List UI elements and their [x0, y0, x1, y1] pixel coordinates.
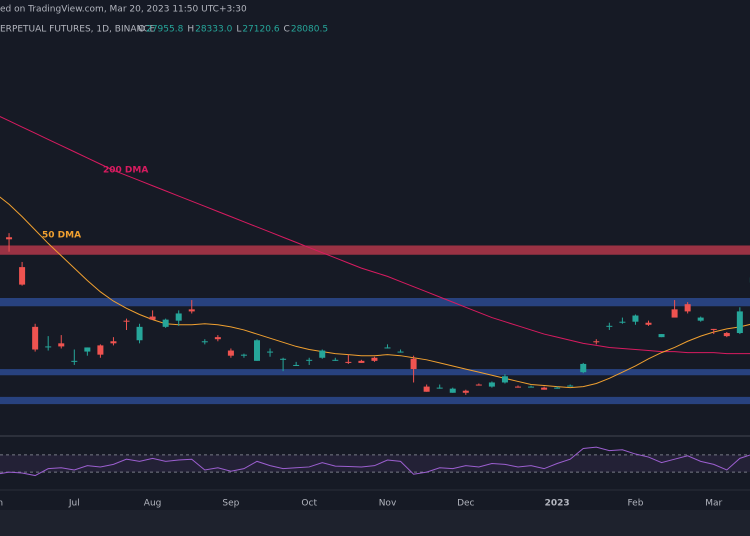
candle-body [593, 341, 600, 343]
candle-body [306, 359, 313, 361]
candle-body [97, 345, 104, 355]
ohlc-value: 28333.0 [195, 25, 232, 35]
candle-body [293, 364, 300, 366]
candle-body [19, 267, 26, 285]
candle-body [541, 387, 548, 390]
x-tick-label: 2023 [545, 499, 570, 509]
x-tick-label: Jul [68, 499, 80, 509]
ohlc-label: H [187, 25, 194, 35]
candle-body [658, 334, 665, 338]
candle-body [332, 359, 339, 361]
candle-body [671, 309, 678, 318]
candle-body [371, 357, 378, 361]
candle-body [345, 361, 352, 363]
price-zone [0, 245, 750, 255]
symbol-text: ERPETUAL FUTURES, 1D, BINANCE [0, 25, 156, 35]
moving-average [0, 196, 750, 389]
candle-body [710, 328, 717, 330]
candle-body [645, 322, 652, 325]
price-zone [0, 369, 750, 376]
candle-body [201, 341, 208, 343]
candle-body [410, 358, 417, 370]
candle-body [267, 351, 274, 353]
x-tick-label: Feb [627, 499, 643, 509]
ohlc-value: 28080.5 [291, 25, 328, 35]
candle-body [619, 321, 626, 323]
candle-body [423, 386, 430, 392]
candle-body [149, 316, 156, 320]
x-tick-label: Aug [144, 499, 162, 509]
candle-body [214, 337, 221, 340]
candle-body [462, 390, 469, 393]
line-label: 50 DMA [42, 231, 81, 241]
candle-body [554, 387, 561, 389]
candle-body [240, 354, 247, 356]
candle-body [475, 384, 482, 386]
candle-body [528, 386, 535, 388]
candle-body [6, 237, 13, 240]
candle-body [136, 326, 143, 341]
candle-body [280, 358, 287, 360]
candle-body [123, 320, 130, 322]
rsi-band-fill [0, 454, 750, 473]
candle-body [45, 346, 52, 348]
candle-body [58, 343, 65, 347]
candle-body [684, 304, 691, 312]
candle-body [449, 388, 456, 393]
ohlc-value: 27955.8 [146, 25, 183, 35]
candle-body [188, 309, 195, 312]
ohlc-label: L [236, 25, 241, 35]
rsi-line [0, 446, 750, 477]
line-label: 200 DMA [103, 166, 148, 176]
ohlc-label: O [138, 25, 145, 35]
candle-body [32, 326, 39, 350]
candle-body [384, 347, 391, 349]
candle-body [319, 350, 326, 358]
candle-body [254, 340, 260, 361]
candle-body [175, 313, 182, 321]
candle-body [84, 347, 91, 352]
candle-body [488, 382, 495, 387]
moving-average [0, 116, 750, 355]
candle-body [358, 360, 365, 363]
x-tick-label: Jun [0, 499, 3, 509]
candle-body [71, 360, 78, 362]
candle-body [397, 351, 404, 353]
candle-body [697, 317, 704, 321]
ohlc-label: C [284, 25, 290, 35]
candle-body [606, 325, 613, 327]
candle-body [515, 386, 521, 388]
candle-body [436, 387, 443, 389]
candle-body [162, 319, 169, 327]
source-text: ed on TradingView.com, Mar 20, 2023 11:5… [0, 5, 247, 15]
price-zone [0, 298, 750, 307]
candle-body [227, 350, 234, 356]
x-tick-label: Nov [379, 499, 397, 509]
footer-strip [0, 510, 750, 536]
candle-body [501, 376, 508, 383]
x-tick-label: Oct [301, 499, 317, 509]
candle-body [567, 385, 574, 387]
x-tick-label: Dec [457, 499, 474, 509]
candle-body [723, 333, 730, 337]
candle-body [632, 315, 639, 322]
candle-body [736, 311, 743, 334]
candle-body [110, 341, 117, 344]
price-zone [0, 396, 750, 405]
x-tick-label: Mar [705, 499, 722, 509]
x-tick-label: Sep [222, 499, 239, 509]
ohlc-value: 27120.6 [242, 25, 279, 35]
candle-body [580, 363, 587, 373]
